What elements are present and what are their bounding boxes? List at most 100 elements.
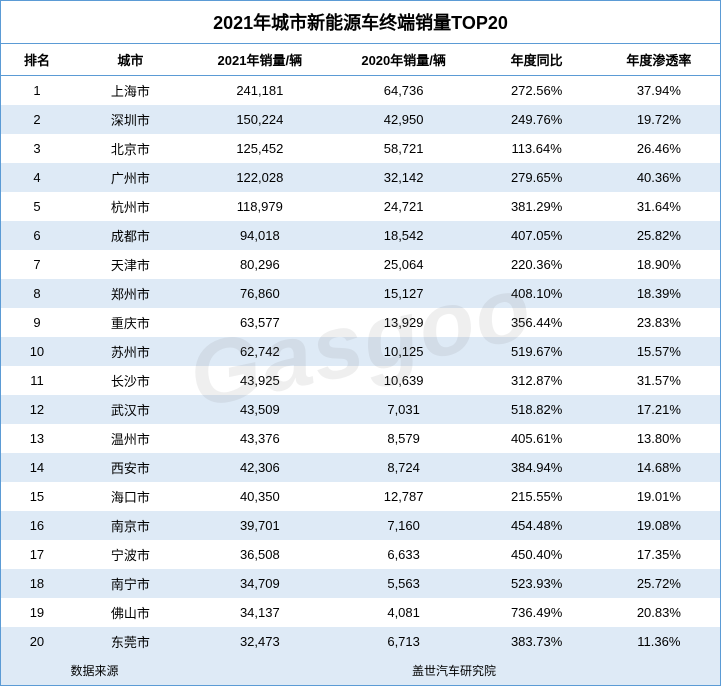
table-row: 5杭州市118,97924,721381.29%31.64% bbox=[1, 192, 720, 221]
cell-s2020: 24,721 bbox=[332, 192, 476, 221]
cell-city: 成都市 bbox=[73, 221, 188, 250]
col-header-2021: 2021年销量/辆 bbox=[188, 44, 332, 76]
cell-yoy: 519.67% bbox=[476, 337, 598, 366]
data-table: 排名 城市 2021年销量/辆 2020年销量/辆 年度同比 年度渗透率 1上海… bbox=[1, 43, 720, 685]
table-footer: 数据来源 盖世汽车研究院 bbox=[1, 656, 720, 685]
footer-source-label: 数据来源 bbox=[1, 656, 188, 685]
cell-rank: 16 bbox=[1, 511, 73, 540]
table-row: 12武汉市43,5097,031518.82%17.21% bbox=[1, 395, 720, 424]
cell-yoy: 384.94% bbox=[476, 453, 598, 482]
cell-s2021: 94,018 bbox=[188, 221, 332, 250]
cell-city: 佛山市 bbox=[73, 598, 188, 627]
cell-s2021: 36,508 bbox=[188, 540, 332, 569]
cell-pen: 40.36% bbox=[598, 163, 720, 192]
cell-s2020: 8,579 bbox=[332, 424, 476, 453]
cell-city: 东莞市 bbox=[73, 627, 188, 656]
cell-s2020: 42,950 bbox=[332, 105, 476, 134]
cell-pen: 19.08% bbox=[598, 511, 720, 540]
table-row: 10苏州市62,74210,125519.67%15.57% bbox=[1, 337, 720, 366]
cell-yoy: 249.76% bbox=[476, 105, 598, 134]
table-row: 16南京市39,7017,160454.48%19.08% bbox=[1, 511, 720, 540]
table-row: 2深圳市150,22442,950249.76%19.72% bbox=[1, 105, 720, 134]
table-row: 8郑州市76,86015,127408.10%18.39% bbox=[1, 279, 720, 308]
col-header-rank: 排名 bbox=[1, 44, 73, 76]
cell-city: 西安市 bbox=[73, 453, 188, 482]
cell-s2021: 241,181 bbox=[188, 76, 332, 106]
cell-pen: 20.83% bbox=[598, 598, 720, 627]
cell-pen: 14.68% bbox=[598, 453, 720, 482]
cell-s2020: 8,724 bbox=[332, 453, 476, 482]
cell-s2020: 25,064 bbox=[332, 250, 476, 279]
cell-s2021: 43,925 bbox=[188, 366, 332, 395]
cell-s2021: 80,296 bbox=[188, 250, 332, 279]
cell-city: 郑州市 bbox=[73, 279, 188, 308]
cell-s2021: 40,350 bbox=[188, 482, 332, 511]
cell-yoy: 518.82% bbox=[476, 395, 598, 424]
cell-city: 上海市 bbox=[73, 76, 188, 106]
table-row: 1上海市241,18164,736272.56%37.94% bbox=[1, 76, 720, 106]
cell-s2021: 32,473 bbox=[188, 627, 332, 656]
cell-s2020: 4,081 bbox=[332, 598, 476, 627]
cell-yoy: 405.61% bbox=[476, 424, 598, 453]
cell-pen: 31.57% bbox=[598, 366, 720, 395]
cell-city: 深圳市 bbox=[73, 105, 188, 134]
table-row: 3北京市125,45258,721113.64%26.46% bbox=[1, 134, 720, 163]
cell-pen: 37.94% bbox=[598, 76, 720, 106]
cell-city: 杭州市 bbox=[73, 192, 188, 221]
table-row: 11长沙市43,92510,639312.87%31.57% bbox=[1, 366, 720, 395]
cell-pen: 19.72% bbox=[598, 105, 720, 134]
cell-s2020: 58,721 bbox=[332, 134, 476, 163]
cell-yoy: 523.93% bbox=[476, 569, 598, 598]
cell-s2021: 76,860 bbox=[188, 279, 332, 308]
cell-yoy: 381.29% bbox=[476, 192, 598, 221]
table-row: 14西安市42,3068,724384.94%14.68% bbox=[1, 453, 720, 482]
cell-pen: 31.64% bbox=[598, 192, 720, 221]
cell-city: 天津市 bbox=[73, 250, 188, 279]
cell-yoy: 279.65% bbox=[476, 163, 598, 192]
cell-yoy: 736.49% bbox=[476, 598, 598, 627]
cell-rank: 11 bbox=[1, 366, 73, 395]
cell-rank: 17 bbox=[1, 540, 73, 569]
table-container: Gasgoo 2021年城市新能源车终端销量TOP20 排名 城市 2021年销… bbox=[0, 0, 721, 686]
cell-s2021: 63,577 bbox=[188, 308, 332, 337]
cell-s2021: 125,452 bbox=[188, 134, 332, 163]
cell-pen: 25.82% bbox=[598, 221, 720, 250]
cell-s2021: 118,979 bbox=[188, 192, 332, 221]
cell-city: 武汉市 bbox=[73, 395, 188, 424]
cell-pen: 13.80% bbox=[598, 424, 720, 453]
table-row: 15海口市40,35012,787215.55%19.01% bbox=[1, 482, 720, 511]
cell-rank: 4 bbox=[1, 163, 73, 192]
col-header-2020: 2020年销量/辆 bbox=[332, 44, 476, 76]
cell-s2020: 6,713 bbox=[332, 627, 476, 656]
cell-s2020: 13,929 bbox=[332, 308, 476, 337]
cell-rank: 19 bbox=[1, 598, 73, 627]
cell-yoy: 383.73% bbox=[476, 627, 598, 656]
cell-pen: 25.72% bbox=[598, 569, 720, 598]
cell-s2020: 12,787 bbox=[332, 482, 476, 511]
footer-source-value: 盖世汽车研究院 bbox=[188, 656, 720, 685]
cell-s2021: 42,306 bbox=[188, 453, 332, 482]
cell-pen: 18.39% bbox=[598, 279, 720, 308]
cell-rank: 8 bbox=[1, 279, 73, 308]
cell-yoy: 407.05% bbox=[476, 221, 598, 250]
cell-s2021: 43,509 bbox=[188, 395, 332, 424]
cell-rank: 20 bbox=[1, 627, 73, 656]
col-header-city: 城市 bbox=[73, 44, 188, 76]
cell-rank: 13 bbox=[1, 424, 73, 453]
cell-rank: 10 bbox=[1, 337, 73, 366]
cell-s2021: 39,701 bbox=[188, 511, 332, 540]
cell-s2020: 15,127 bbox=[332, 279, 476, 308]
cell-s2021: 122,028 bbox=[188, 163, 332, 192]
cell-rank: 14 bbox=[1, 453, 73, 482]
cell-pen: 17.35% bbox=[598, 540, 720, 569]
cell-rank: 2 bbox=[1, 105, 73, 134]
cell-s2020: 7,160 bbox=[332, 511, 476, 540]
cell-rank: 18 bbox=[1, 569, 73, 598]
cell-yoy: 272.56% bbox=[476, 76, 598, 106]
cell-s2021: 34,137 bbox=[188, 598, 332, 627]
cell-yoy: 454.48% bbox=[476, 511, 598, 540]
cell-s2020: 10,639 bbox=[332, 366, 476, 395]
cell-yoy: 408.10% bbox=[476, 279, 598, 308]
table-body: 1上海市241,18164,736272.56%37.94%2深圳市150,22… bbox=[1, 76, 720, 657]
cell-s2020: 5,563 bbox=[332, 569, 476, 598]
